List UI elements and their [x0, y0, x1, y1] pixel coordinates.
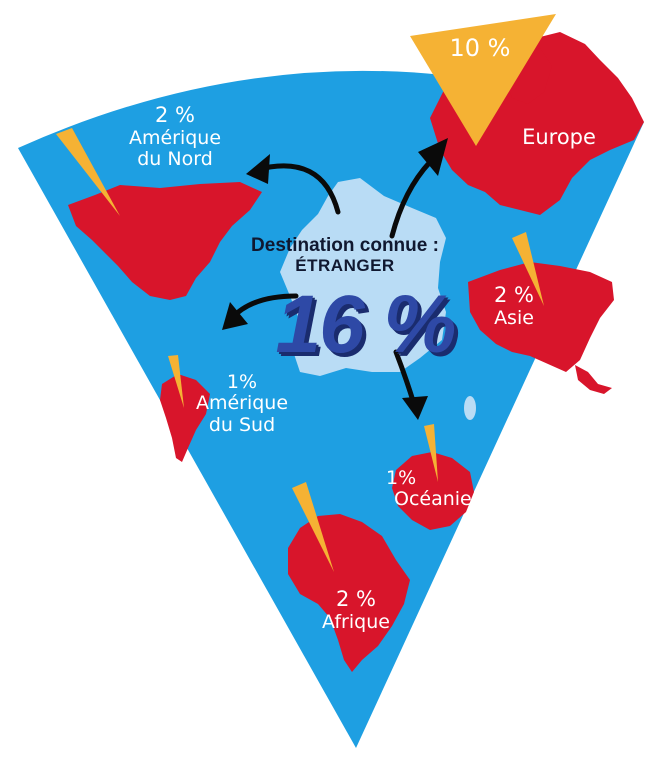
asia-landmass — [468, 262, 614, 372]
north-america-percent: 2 % — [155, 103, 195, 127]
center-title-line2: ÉTRANGER — [295, 255, 395, 275]
arrow-europe — [389, 159, 433, 239]
north-america-name-line1: Amérique — [128, 126, 222, 149]
oceania-name: Océanie — [394, 488, 472, 511]
arrowhead-europe — [418, 138, 448, 176]
oceania-label: 1% Océanie — [380, 467, 500, 511]
arrowhead-north-america — [246, 154, 270, 184]
south-america-name-line2: du Sud — [208, 413, 276, 436]
asia-label: 2 % Asie — [482, 283, 546, 329]
europe-name: Europe — [522, 125, 596, 149]
oceania-percent: 1% — [386, 467, 417, 489]
south-america-percent: 1% — [226, 371, 258, 393]
south-america-wedge — [168, 355, 184, 408]
south-america-landmass — [160, 374, 210, 462]
north-america-label: 2 % Amérique du Nord — [112, 103, 238, 170]
north-america-name-line2: du Nord — [137, 147, 213, 170]
arrowhead-south-america — [222, 302, 248, 330]
corsica-island — [464, 396, 476, 420]
asia-percent: 2 % — [494, 283, 534, 307]
oceania-wedge — [424, 424, 438, 482]
oceania-landmass — [392, 452, 474, 530]
africa-percent: 2 % — [336, 587, 376, 611]
center-title-line1: Destination connue : — [251, 235, 439, 256]
africa-name: Afrique — [322, 610, 390, 633]
south-america-name-line1: Amérique — [195, 392, 289, 415]
asia-islands — [575, 365, 612, 394]
europe-label: Europe — [504, 125, 614, 150]
arrowhead-oceania — [402, 396, 428, 420]
center-big-value: 16 % — [275, 279, 457, 370]
north-america-wedge — [56, 128, 120, 216]
asia-wedge — [512, 232, 544, 306]
europe-percent: 10 % — [449, 34, 511, 62]
africa-label: 2 % Afrique — [304, 587, 408, 633]
center-title: Destination connue : ÉTRANGER — [215, 235, 475, 276]
france-shape — [280, 178, 446, 376]
europe-wedge — [410, 14, 556, 146]
africa-wedge — [292, 482, 334, 572]
arrow-north-america — [253, 163, 341, 215]
south-america-label: 1% Amérique du Sud — [184, 371, 300, 436]
asia-name: Asie — [494, 306, 534, 329]
africa-landmass — [288, 514, 410, 672]
